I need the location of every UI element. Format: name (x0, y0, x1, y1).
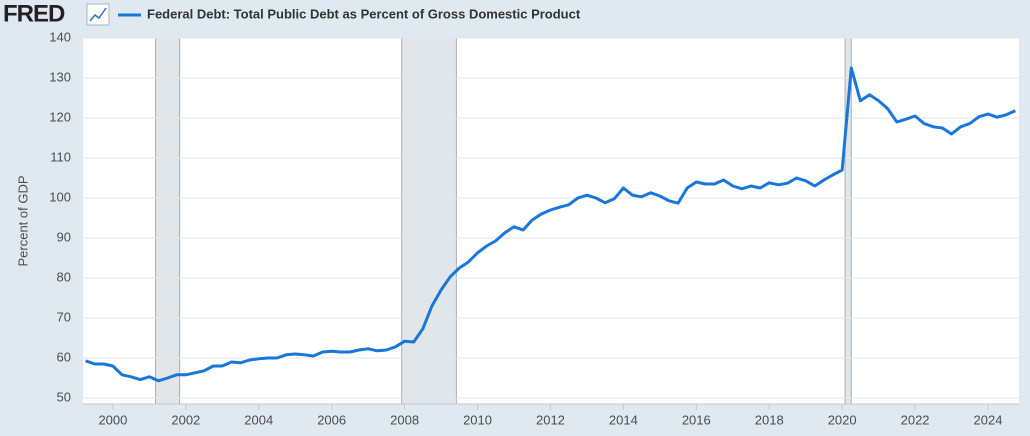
x-tick-label: 2002 (171, 412, 200, 427)
x-tick-label: 2014 (609, 412, 638, 427)
y-tick-label: 50 (57, 389, 71, 404)
recession-band (155, 37, 181, 405)
y-tick-label: 110 (50, 149, 71, 164)
x-tick-label: 2018 (755, 412, 784, 427)
y-tick-label: 80 (57, 269, 71, 284)
x-tick-label: 2016 (682, 412, 711, 427)
y-tick-label: 130 (49, 69, 71, 84)
y-tick-label: 100 (49, 189, 71, 204)
brand-icon (86, 3, 110, 26)
legend-label: Federal Debt: Total Public Debt as Perce… (147, 6, 581, 21)
x-tick-label: 2000 (98, 412, 127, 427)
y-tick-label: 70 (57, 309, 71, 324)
y-tick-label: 140 (49, 29, 71, 44)
x-tick-label: 2004 (244, 412, 273, 427)
brand-logo: FRED (3, 0, 65, 27)
recession-band (401, 37, 457, 405)
x-tick-label: 2010 (463, 412, 492, 427)
y-tick-label: 90 (57, 229, 71, 244)
x-tick-label: 2022 (901, 412, 930, 427)
data-line (85, 66, 1016, 383)
x-tick-label: 2008 (390, 412, 419, 427)
x-tick-label: 2020 (828, 412, 857, 427)
x-tick-label: 2012 (536, 412, 565, 427)
y-axis-label: Percent of GDP (15, 175, 30, 266)
y-tick-label: 60 (57, 349, 71, 364)
y-tick-label: 120 (49, 109, 71, 124)
x-tick-label: 2024 (974, 412, 1003, 427)
plot-area (83, 38, 1019, 404)
x-tick-label: 2006 (317, 412, 346, 427)
